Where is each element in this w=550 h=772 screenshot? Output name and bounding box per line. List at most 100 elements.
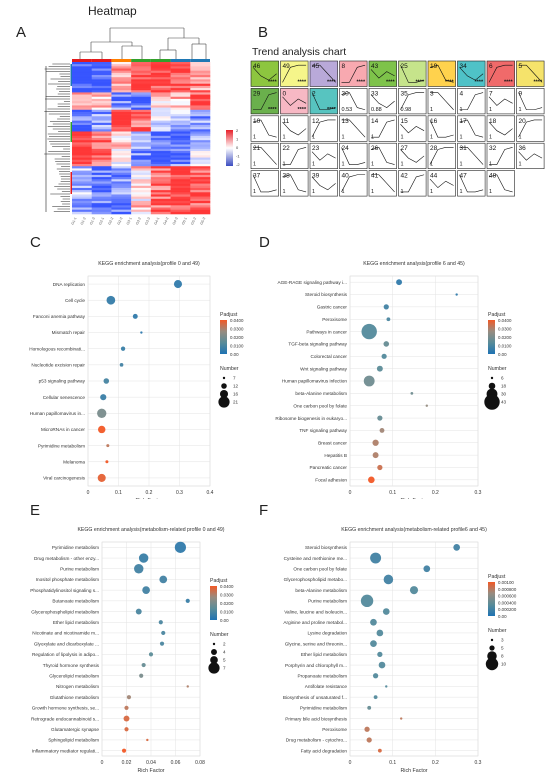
heatmap-column-dendrogram: [72, 27, 207, 61]
data-point: [373, 695, 378, 700]
term-label: Steroid biosynthesis: [305, 292, 348, 297]
data-point: [141, 662, 146, 668]
color-legend-label: 0.0100: [220, 610, 234, 615]
heatmap-scale-label: -2: [236, 162, 240, 167]
term-label: Melanoma: [63, 459, 85, 464]
term-label: Fatty acid degradation: [301, 748, 348, 753]
data-point: [364, 726, 370, 732]
trend-profile-line: [429, 147, 454, 165]
trend-profile-box: [457, 115, 486, 142]
heatmap-sample-label: G4-2: [163, 217, 170, 226]
trend-profile-line: [400, 124, 425, 134]
size-legend-dot: [490, 638, 494, 642]
panel-letter-e: E: [30, 502, 41, 519]
trend-profile-pvalue: 1: [460, 107, 463, 113]
trend-profile: 45 ****: [309, 60, 338, 87]
term-label: Human papillomavirus in...: [30, 411, 85, 416]
color-legend-label: 0.0100: [498, 344, 512, 349]
heatmap-scale-label: 1: [236, 137, 239, 142]
x-axis-label: Rich Factor: [137, 768, 164, 772]
data-point: [370, 552, 382, 564]
trend-profile-number: 37: [253, 173, 261, 180]
x-tick-label: 0.1: [115, 490, 122, 496]
trend-profile-line: [518, 64, 543, 83]
trend-profile: 46 ****: [250, 60, 279, 87]
data-point: [106, 295, 116, 305]
trend-profile-number: 28: [430, 145, 438, 152]
term-label: Steroid biosynthesis: [305, 545, 348, 550]
trend-profile-pvalue: 1: [283, 134, 286, 140]
heatmap-row-dendrogram: [44, 63, 72, 212]
trend-profile: 6 ****: [486, 60, 515, 87]
size-legend-dot: [488, 382, 496, 390]
size-legend-label: 16: [233, 392, 239, 397]
x-axis-label: Rich Factor: [400, 768, 427, 772]
trend-profile: 37 1: [250, 170, 279, 197]
data-point: [121, 748, 127, 753]
size-legend-label: 43: [501, 400, 507, 405]
trend-profile-pvalue: 1: [253, 134, 256, 140]
color-legend-label: 0.0200: [498, 335, 512, 340]
trend-profile-box: [339, 60, 368, 87]
trend-profile-box: [486, 170, 515, 197]
term-label: Colorectal cancer: [311, 354, 348, 359]
trend-profile-number: 24: [342, 145, 350, 152]
panel-letter-b: B: [258, 24, 269, 41]
heatmap-group-block: [91, 59, 112, 62]
data-point: [148, 652, 154, 657]
trend-profile-number: 22: [283, 145, 291, 152]
data-point: [377, 415, 383, 421]
data-point: [159, 641, 165, 646]
heatmap-cluster-mark: [70, 172, 72, 194]
size-legend-label: 21: [233, 400, 239, 405]
heatmap-sample-label: G5-2: [190, 217, 197, 226]
trend-profile: 23 1: [309, 142, 338, 169]
size-legend-label: 12: [233, 384, 239, 389]
trend-profile-line: [252, 67, 277, 81]
data-point: [370, 618, 377, 626]
data-point: [367, 705, 372, 710]
trend-profile-line: [312, 64, 336, 83]
data-point: [400, 717, 403, 720]
term-label: Purine metabolism: [308, 599, 347, 604]
trend-profile-pvalue: 1: [371, 162, 374, 168]
data-point: [106, 444, 110, 448]
trend-profile-number: 39: [312, 173, 320, 180]
term-label: Glycerophospholipid metabolism: [31, 609, 99, 614]
trend-profile-pvalue: 1: [460, 162, 463, 168]
trend-profile-line: [253, 92, 277, 111]
heatmap-scale-label: 0: [236, 145, 239, 150]
size-legend-label: 30: [501, 392, 507, 397]
trend-profile-line: [459, 147, 484, 165]
trend-profile: 43 ****: [368, 60, 397, 87]
data-point: [372, 439, 379, 446]
data-point: [366, 737, 372, 743]
trend-profile-stars: ****: [386, 80, 395, 86]
data-point: [377, 651, 383, 657]
trend-profile-number: 11: [283, 118, 290, 125]
x-tick-label: 0.02: [122, 760, 132, 766]
trend-profile-box: [309, 142, 338, 169]
trend-profile-stars: ****: [416, 80, 425, 86]
data-point: [377, 464, 383, 471]
data-point: [123, 715, 130, 722]
heatmap-group-block: [111, 59, 132, 62]
trend-profile-number: 14: [371, 118, 379, 125]
data-point: [100, 394, 107, 401]
heatmap-scale-label: 2: [236, 128, 239, 133]
trend-profile-pvalue: 1: [460, 189, 463, 195]
trend-profile-box: [486, 115, 515, 142]
panel-letter-d: D: [259, 234, 270, 251]
trend-profile-pvalue: 1: [519, 107, 522, 113]
data-point: [124, 705, 129, 710]
trend-profile-box: [280, 88, 309, 115]
color-legend-label: 0.00: [220, 618, 229, 623]
heatmap-color-scale: 2 1 0 -1 -2: [226, 128, 240, 167]
x-tick-label: 0: [87, 490, 90, 496]
term-label: Peroxisome: [322, 727, 347, 732]
term-label: Pancreatic cancer: [309, 465, 347, 470]
data-point: [158, 620, 163, 625]
trend-profile-line: [429, 178, 454, 189]
term-label: Hepatitis B: [324, 453, 347, 458]
trend-profile-number: 12: [312, 118, 320, 125]
